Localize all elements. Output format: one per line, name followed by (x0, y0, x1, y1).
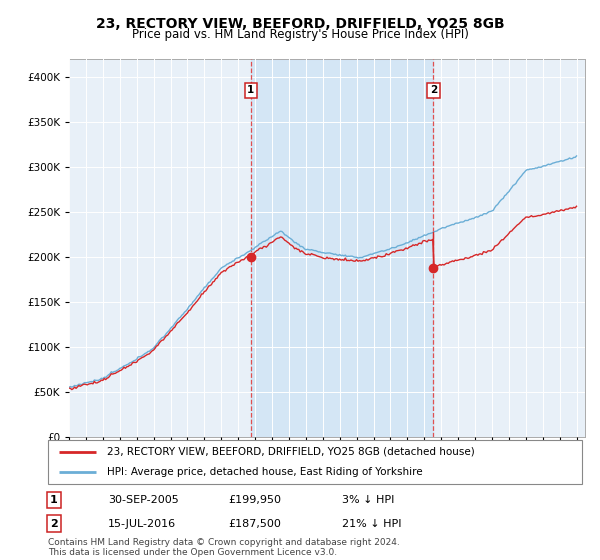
Text: 15-JUL-2016: 15-JUL-2016 (108, 519, 176, 529)
Text: HPI: Average price, detached house, East Riding of Yorkshire: HPI: Average price, detached house, East… (107, 467, 422, 477)
Text: 30-SEP-2005: 30-SEP-2005 (108, 495, 179, 505)
Text: 1: 1 (50, 495, 58, 505)
Text: 23, RECTORY VIEW, BEEFORD, DRIFFIELD, YO25 8GB (detached house): 23, RECTORY VIEW, BEEFORD, DRIFFIELD, YO… (107, 447, 475, 457)
Bar (251, 59, 433, 437)
Text: 2: 2 (430, 85, 437, 95)
Text: 3% ↓ HPI: 3% ↓ HPI (342, 495, 394, 505)
Text: £199,950: £199,950 (228, 495, 281, 505)
Text: 1: 1 (247, 85, 254, 95)
Text: Contains HM Land Registry data © Crown copyright and database right 2024.
This d: Contains HM Land Registry data © Crown c… (48, 538, 400, 557)
FancyBboxPatch shape (48, 440, 582, 484)
Text: 23, RECTORY VIEW, BEEFORD, DRIFFIELD, YO25 8GB: 23, RECTORY VIEW, BEEFORD, DRIFFIELD, YO… (95, 17, 505, 31)
Text: Price paid vs. HM Land Registry's House Price Index (HPI): Price paid vs. HM Land Registry's House … (131, 28, 469, 41)
Text: £187,500: £187,500 (228, 519, 281, 529)
Text: 2: 2 (50, 519, 58, 529)
Text: 21% ↓ HPI: 21% ↓ HPI (342, 519, 401, 529)
